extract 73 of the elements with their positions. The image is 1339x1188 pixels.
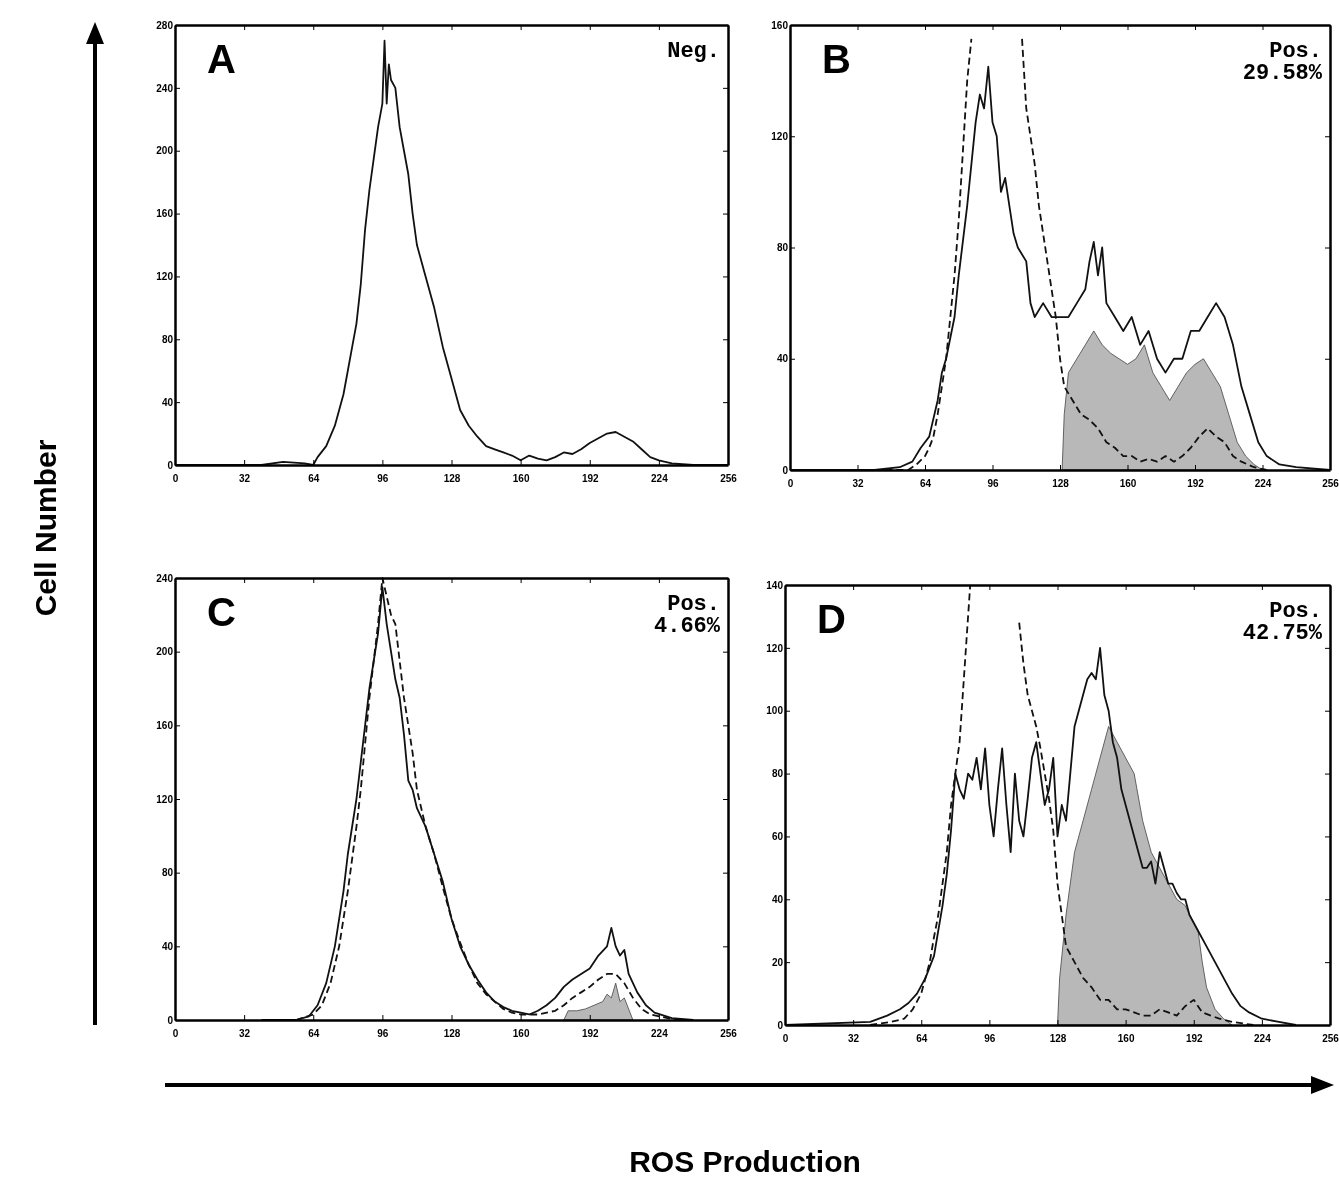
annotation: Pos. xyxy=(1269,39,1322,64)
y-tick-label: 280 xyxy=(156,19,174,31)
y-tick-label: 60 xyxy=(771,831,784,843)
y-tick-label: 240 xyxy=(156,82,174,94)
x-tick-label: 64 xyxy=(919,478,932,490)
x-tick-label: 256 xyxy=(1322,478,1339,490)
chart-title: A xyxy=(207,37,236,81)
y-tick-label: 80 xyxy=(776,242,789,254)
y-tick-label: 40 xyxy=(161,396,174,408)
annotation: 29.58% xyxy=(1242,61,1323,86)
y-tick-label: 100 xyxy=(766,705,784,717)
y-tick-label: 140 xyxy=(766,579,784,591)
y-tick-label: 120 xyxy=(156,793,174,805)
x-tick-label: 224 xyxy=(1254,478,1272,490)
y-tick-label: 80 xyxy=(161,333,174,345)
annotation: Neg. xyxy=(667,39,720,64)
y-tick-label: 120 xyxy=(766,642,784,654)
x-tick-label: 128 xyxy=(443,1028,461,1040)
annotation: Pos. xyxy=(667,592,720,617)
x-tick-label: 64 xyxy=(308,1028,320,1040)
x-tick-label: 128 xyxy=(443,473,461,485)
x-tick-label: 96 xyxy=(984,1033,996,1045)
x-tick-label: 64 xyxy=(308,473,320,485)
y-tick-label: 240 xyxy=(156,572,174,584)
y-tick-label: 0 xyxy=(777,1019,784,1031)
x-tick-label: 160 xyxy=(512,1028,530,1040)
annotation: Pos. xyxy=(1269,599,1322,624)
chart-title: B xyxy=(822,37,851,81)
y-tick-label: 200 xyxy=(156,145,174,157)
y-axis-title: Cell Number xyxy=(29,439,62,617)
y-tick-label: 20 xyxy=(771,956,784,968)
x-tick-label: 160 xyxy=(1117,1033,1135,1045)
x-tick-label: 192 xyxy=(581,473,600,485)
x-tick-label: 96 xyxy=(377,473,389,485)
y-tick-label: 160 xyxy=(771,19,789,31)
y-tick-label: 40 xyxy=(776,353,789,365)
x-tick-label: 256 xyxy=(720,1028,738,1040)
y-tick-label: 80 xyxy=(771,768,784,780)
x-tick-label: 160 xyxy=(1119,478,1137,490)
x-tick-label: 32 xyxy=(239,473,251,485)
x-axis-title: ROS Production xyxy=(629,1145,861,1178)
annotation: 42.75% xyxy=(1242,621,1323,646)
y-tick-label: 120 xyxy=(156,271,174,283)
chart-title: C xyxy=(207,590,236,634)
annotation: 4.66% xyxy=(653,614,721,639)
x-tick-label: 224 xyxy=(651,1028,669,1040)
x-tick-label: 256 xyxy=(1322,1033,1339,1045)
x-tick-label: 192 xyxy=(1185,1033,1204,1045)
y-tick-label: 0 xyxy=(167,1014,174,1026)
y-tick-label: 80 xyxy=(161,867,174,879)
chart-title: D xyxy=(817,597,846,641)
y-tick-label: 40 xyxy=(771,893,784,905)
x-tick-label: 160 xyxy=(512,473,530,485)
x-tick-label: 192 xyxy=(1187,478,1205,490)
y-tick-label: 160 xyxy=(156,208,174,220)
x-tick-label: 96 xyxy=(377,1028,389,1040)
x-tick-label: 128 xyxy=(1049,1033,1067,1045)
x-tick-label: 224 xyxy=(1254,1033,1272,1045)
x-tick-label: 128 xyxy=(1052,478,1070,490)
x-tick-label: 32 xyxy=(852,478,864,490)
x-tick-label: 96 xyxy=(987,478,999,490)
x-tick-label: 256 xyxy=(720,473,738,485)
y-tick-label: 0 xyxy=(167,459,174,471)
x-tick-label: 32 xyxy=(848,1033,860,1045)
y-tick-label: 40 xyxy=(161,941,174,953)
y-tick-label: 120 xyxy=(771,130,789,142)
y-tick-label: 200 xyxy=(156,646,174,658)
x-tick-label: 224 xyxy=(651,473,669,485)
x-tick-label: 192 xyxy=(581,1028,600,1040)
y-tick-label: 0 xyxy=(782,464,789,476)
x-tick-label: 64 xyxy=(916,1033,928,1045)
x-tick-label: 32 xyxy=(239,1028,251,1040)
y-tick-label: 160 xyxy=(156,720,174,732)
